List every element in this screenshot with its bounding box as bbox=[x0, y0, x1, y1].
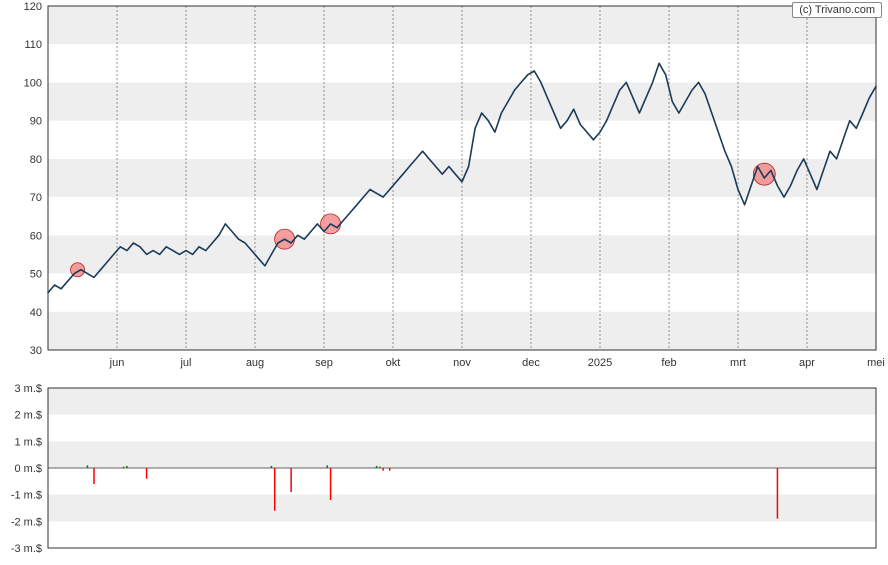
x-tick-label: jun bbox=[109, 357, 125, 369]
x-tick-label: aug bbox=[246, 357, 264, 369]
attribution-label: (c) Trivano.com bbox=[792, 2, 882, 18]
y-tick-label: 30 bbox=[30, 345, 42, 357]
y-tick-label: 90 bbox=[30, 116, 42, 128]
y-tick-label: 80 bbox=[30, 154, 42, 166]
y-tick-label: -1 m.$ bbox=[11, 490, 42, 502]
x-tick-label: nov bbox=[453, 357, 471, 369]
volume-bar bbox=[327, 465, 329, 468]
y-tick-label: 1 m.$ bbox=[14, 436, 42, 448]
y-tick-label: 110 bbox=[24, 39, 42, 51]
volume-chart: 3 m.$ 2 m.$ 1 m.$ 0 m.$ -1 m.$ -2 m.$ -3 m.$ bbox=[11, 383, 876, 555]
volume-bar bbox=[274, 468, 276, 511]
chart-container: (c) Trivano.com jun jul aug sep okt nov dec 202… bbox=[0, 0, 888, 565]
volume-bar bbox=[379, 467, 381, 468]
y-tick-label: 3 m.$ bbox=[14, 383, 42, 395]
y-tick-label: 120 bbox=[24, 1, 42, 13]
volume-bar bbox=[271, 466, 273, 468]
y-tick-label: 60 bbox=[30, 230, 42, 242]
chart-svg: jun jul aug sep okt nov dec 2025 feb mrt apr mei 30 4… bbox=[0, 0, 888, 565]
volume-bar bbox=[382, 468, 384, 471]
x-tick-label: dec bbox=[522, 357, 540, 369]
volume-bar bbox=[290, 468, 292, 492]
x-tick-label: mrt bbox=[730, 357, 746, 369]
y-tick-label: 50 bbox=[30, 269, 42, 281]
volume-bar bbox=[389, 468, 391, 471]
volume-bar bbox=[376, 466, 378, 468]
y-tick-label: 100 bbox=[24, 77, 42, 89]
volume-bar bbox=[126, 466, 128, 468]
volume-bar bbox=[87, 465, 89, 468]
y-tick-label: 2 m.$ bbox=[14, 410, 42, 422]
x-tick-label: apr bbox=[799, 357, 815, 369]
x-tick-label: 2025 bbox=[588, 357, 612, 369]
volume-bar bbox=[146, 468, 148, 479]
y-tick-label: 40 bbox=[30, 307, 42, 319]
volume-bar bbox=[93, 468, 95, 484]
x-tick-label: okt bbox=[386, 357, 401, 369]
price-chart: jun jul aug sep okt nov dec 2025 feb mrt apr mei 30 4… bbox=[24, 1, 885, 369]
y-tick-label: 0 m.$ bbox=[14, 463, 42, 475]
x-tick-label: sep bbox=[315, 357, 333, 369]
x-tick-label: jul bbox=[179, 357, 191, 369]
x-tick-label: mei bbox=[867, 357, 885, 369]
volume-bar bbox=[330, 468, 332, 500]
y-tick-label: 70 bbox=[30, 192, 42, 204]
volume-bar bbox=[123, 467, 125, 468]
y-tick-label: -3 m.$ bbox=[11, 543, 42, 555]
y-tick-label: -2 m.$ bbox=[11, 516, 42, 528]
x-tick-label: feb bbox=[661, 357, 676, 369]
volume-bar bbox=[777, 468, 779, 519]
